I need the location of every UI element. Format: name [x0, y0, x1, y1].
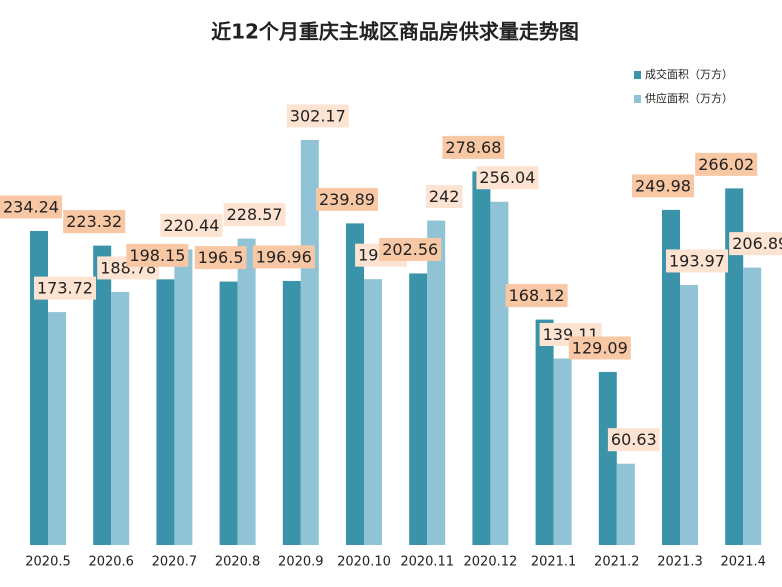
bar: [680, 284, 698, 545]
value-label: 168.12: [509, 286, 565, 305]
value-label-bg: [286, 104, 349, 128]
legend-label: 成交面积（万方）: [645, 67, 733, 81]
legend-label: 供应面积（万方）: [645, 91, 733, 105]
bar: [237, 238, 256, 545]
value-label-bg: [425, 185, 463, 209]
value-label: 196.96: [256, 247, 312, 266]
value-label: 249.98: [635, 176, 691, 195]
value-label: 266.02: [698, 155, 754, 174]
value-label: 129.09: [572, 338, 628, 357]
value-label: 256.04: [479, 168, 535, 187]
value-label-bg: [442, 135, 505, 159]
value-label-bg: [568, 336, 631, 360]
value-label-bg: [505, 284, 568, 308]
bar: [662, 209, 680, 546]
value-label-bg: [729, 232, 782, 256]
value-label: 196.5: [198, 248, 244, 267]
legend-swatch: [634, 95, 641, 103]
value-label-bg: [126, 243, 189, 267]
chart-title: 近12个月重庆主城区商品房供求量走势图: [211, 20, 579, 44]
value-label: 220.44: [163, 216, 219, 235]
bar: [30, 230, 48, 546]
bar: [156, 279, 175, 545]
value-label: 202.56: [382, 240, 438, 259]
value-label-bg: [160, 213, 223, 237]
bar: [472, 171, 491, 545]
bar: [48, 312, 66, 545]
x-tick-label: 2020.8: [215, 555, 261, 570]
bar: [535, 319, 554, 545]
value-label: 302.17: [290, 106, 346, 125]
value-label-bg: [607, 428, 660, 452]
bar: [346, 223, 364, 546]
value-label: 239.89: [319, 190, 375, 209]
bar: [300, 139, 319, 545]
bar: [743, 267, 762, 545]
value-label-bg: [695, 152, 758, 176]
x-tick-label: 2020.6: [88, 555, 134, 570]
value-label: 242: [429, 187, 460, 206]
bar: [174, 249, 193, 545]
bar: [490, 201, 509, 545]
bar: [427, 220, 446, 545]
x-tick-label: 2021.3: [657, 555, 703, 570]
bar: [111, 291, 130, 545]
x-tick-label: 2020.11: [400, 555, 454, 570]
legend-swatch: [634, 71, 641, 79]
bar: [725, 188, 744, 545]
value-label-bg: [0, 195, 62, 219]
value-label: 278.68: [445, 138, 501, 157]
x-tick-label: 2020.12: [464, 555, 518, 570]
x-tick-label: 2020.10: [337, 555, 391, 570]
value-label-bg: [316, 187, 378, 211]
value-label-bg: [379, 237, 442, 261]
value-label-bg: [63, 210, 126, 234]
value-label: 60.63: [611, 430, 657, 449]
value-label: 228.57: [227, 205, 283, 224]
x-tick-label: 2021.4: [720, 555, 766, 570]
x-tick-label: 2020.9: [278, 555, 324, 570]
bar: [364, 279, 382, 545]
bar: [616, 463, 635, 545]
value-label-bg: [252, 245, 315, 269]
value-label: 234.24: [3, 197, 59, 216]
value-label-bg: [476, 166, 539, 190]
value-label-bg: [223, 203, 286, 227]
bar: [553, 358, 572, 545]
bar: [282, 280, 301, 545]
value-label: 198.15: [129, 246, 185, 265]
value-label-bg: [666, 249, 728, 273]
value-label-bg: [194, 246, 247, 270]
bar: [598, 371, 617, 545]
bar: [93, 245, 112, 545]
x-tick-label: 2021.2: [594, 555, 640, 570]
bar: [219, 281, 238, 545]
value-label: 223.32: [66, 212, 122, 231]
x-tick-label: 2020.7: [152, 555, 198, 570]
value-label: 173.72: [37, 279, 93, 298]
x-tick-label: 2020.5: [25, 555, 71, 570]
value-label-bg: [632, 174, 694, 198]
bar: [409, 273, 428, 545]
x-tick-label: 2021.1: [531, 555, 577, 570]
value-label: 206.89: [732, 234, 782, 253]
value-label: 193.97: [669, 251, 725, 270]
value-label-bg: [34, 276, 96, 300]
